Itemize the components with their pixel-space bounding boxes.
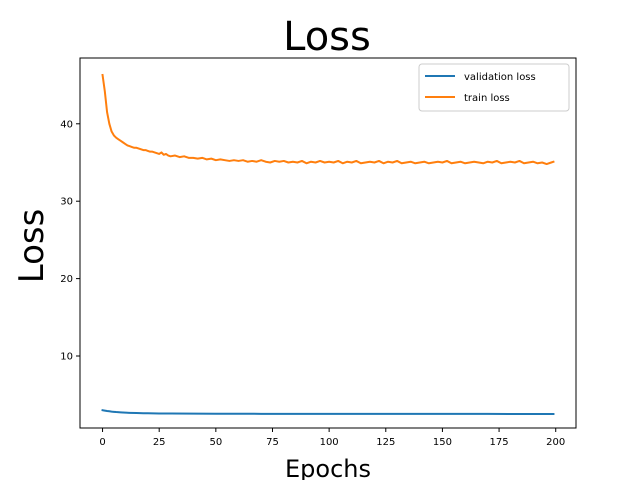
series-line-validation-loss (101, 409, 555, 415)
x-tick-label: 175 (490, 437, 509, 448)
legend-label-validation-loss: validation loss (464, 72, 536, 83)
legend: validation loss train loss (418, 63, 570, 112)
y-tick-label: 30 (60, 197, 73, 208)
y-tick-label: 10 (60, 352, 73, 363)
series-layer (101, 73, 555, 415)
x-axis-label: Epochs (285, 455, 371, 480)
x-tick-label: 150 (433, 437, 452, 448)
series-line-train-loss (101, 73, 555, 166)
legend-box (418, 63, 570, 112)
x-tick-label: 200 (546, 437, 565, 448)
y-tick-label: 40 (60, 119, 73, 130)
x-tick-label: 50 (209, 437, 222, 448)
x-tick-label: 0 (99, 437, 105, 448)
x-tick-label: 75 (266, 437, 279, 448)
plot-area (80, 58, 576, 428)
legend-label-train-loss: train loss (464, 93, 510, 104)
chart-title: Loss (283, 14, 371, 60)
plot-frame (79, 57, 577, 429)
x-tick-label: 25 (153, 437, 166, 448)
ticks-layer: 0 25 50 75 100 125 150 175 200 10 20 30 40 (60, 119, 565, 448)
x-tick-label: 125 (376, 437, 395, 448)
y-tick-label: 20 (60, 274, 73, 285)
x-tick-label: 100 (320, 437, 339, 448)
y-axis-label: Loss (12, 209, 52, 284)
